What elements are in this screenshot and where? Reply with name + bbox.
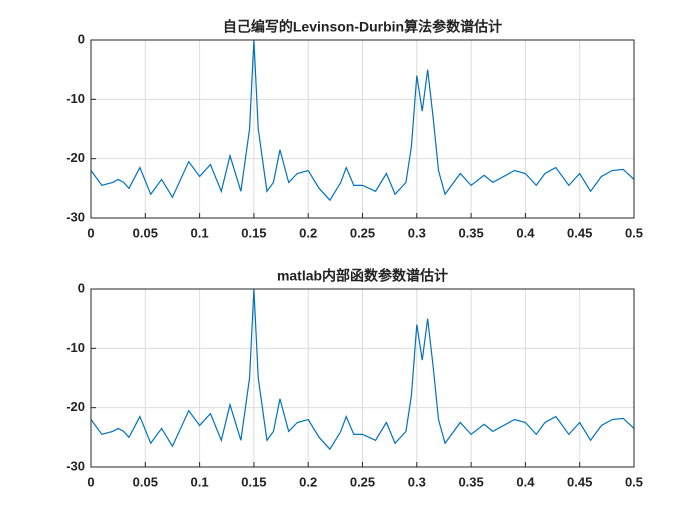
axes-box [90,288,635,468]
x-tick-label: 0.3 [408,474,426,489]
axes-box [90,39,635,219]
y-tick-label: 0 [78,31,85,46]
x-tick-label: 0.4 [516,225,535,240]
x-tick-label: 0.35 [458,225,483,240]
x-tick-label: 0.2 [299,474,317,489]
x-tick-label: 0.25 [350,474,375,489]
x-tick-label: 0.5 [625,474,643,489]
line-series [90,288,635,451]
x-tick-label: 0.5 [625,225,643,240]
x-tick-label: 0 [87,225,94,240]
chart-title: matlab内部函数参数谱估计 [277,268,448,284]
x-tick-label: 0.1 [191,474,209,489]
chart-title: 自己编写的Levinson-Durbin算法参数谱估计 [223,19,502,35]
x-tick-label: 0.45 [567,225,592,240]
x-tick-label: 0 [87,474,94,489]
y-tick-label: -10 [66,340,85,355]
y-tick-label: -30 [66,458,85,473]
x-tick-label: 0.05 [133,474,158,489]
x-tick-label: 0.1 [191,225,209,240]
y-tick-label: -30 [66,209,85,224]
x-tick-label: 0.05 [133,225,158,240]
x-tick-label: 0.2 [299,225,317,240]
x-tick-label: 0.25 [350,225,375,240]
x-tick-label: 0.15 [241,474,266,489]
y-tick-label: -20 [66,150,85,165]
x-tick-label: 0.45 [567,474,592,489]
line-series [90,39,635,202]
y-tick-label: -20 [66,399,85,414]
x-tick-label: 0.15 [241,225,266,240]
x-tick-label: 0.3 [408,225,426,240]
y-tick-label: 0 [78,280,85,295]
x-tick-label: 0.4 [516,474,535,489]
y-tick-label: -10 [66,91,85,106]
x-tick-label: 0.35 [458,474,483,489]
